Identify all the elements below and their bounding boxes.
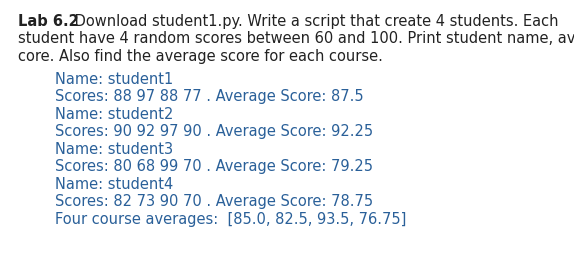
Text: Four course averages:  [85.0, 82.5, 93.5, 76.75]: Four course averages: [85.0, 82.5, 93.5,… bbox=[55, 211, 406, 226]
Text: Download student1.py. Write a script that create 4 students. Each: Download student1.py. Write a script tha… bbox=[70, 14, 559, 29]
Text: Scores: 90 92 97 90 . Average Score: 92.25: Scores: 90 92 97 90 . Average Score: 92.… bbox=[55, 124, 373, 139]
Text: Name: student4: Name: student4 bbox=[55, 176, 173, 191]
Text: student have 4 random scores between 60 and 100. Print student name, average: student have 4 random scores between 60 … bbox=[18, 31, 574, 46]
Text: Scores: 88 97 88 77 . Average Score: 87.5: Scores: 88 97 88 77 . Average Score: 87.… bbox=[55, 89, 363, 104]
Text: Name: student2: Name: student2 bbox=[55, 106, 173, 121]
Text: Lab 6.2: Lab 6.2 bbox=[18, 14, 79, 29]
Text: Scores: 82 73 90 70 . Average Score: 78.75: Scores: 82 73 90 70 . Average Score: 78.… bbox=[55, 194, 373, 209]
Text: Name: student3: Name: student3 bbox=[55, 141, 173, 156]
Text: Name: student1: Name: student1 bbox=[55, 71, 173, 86]
Text: Scores: 80 68 99 70 . Average Score: 79.25: Scores: 80 68 99 70 . Average Score: 79.… bbox=[55, 159, 373, 173]
Text: core. Also find the average score for each course.: core. Also find the average score for ea… bbox=[18, 49, 383, 64]
